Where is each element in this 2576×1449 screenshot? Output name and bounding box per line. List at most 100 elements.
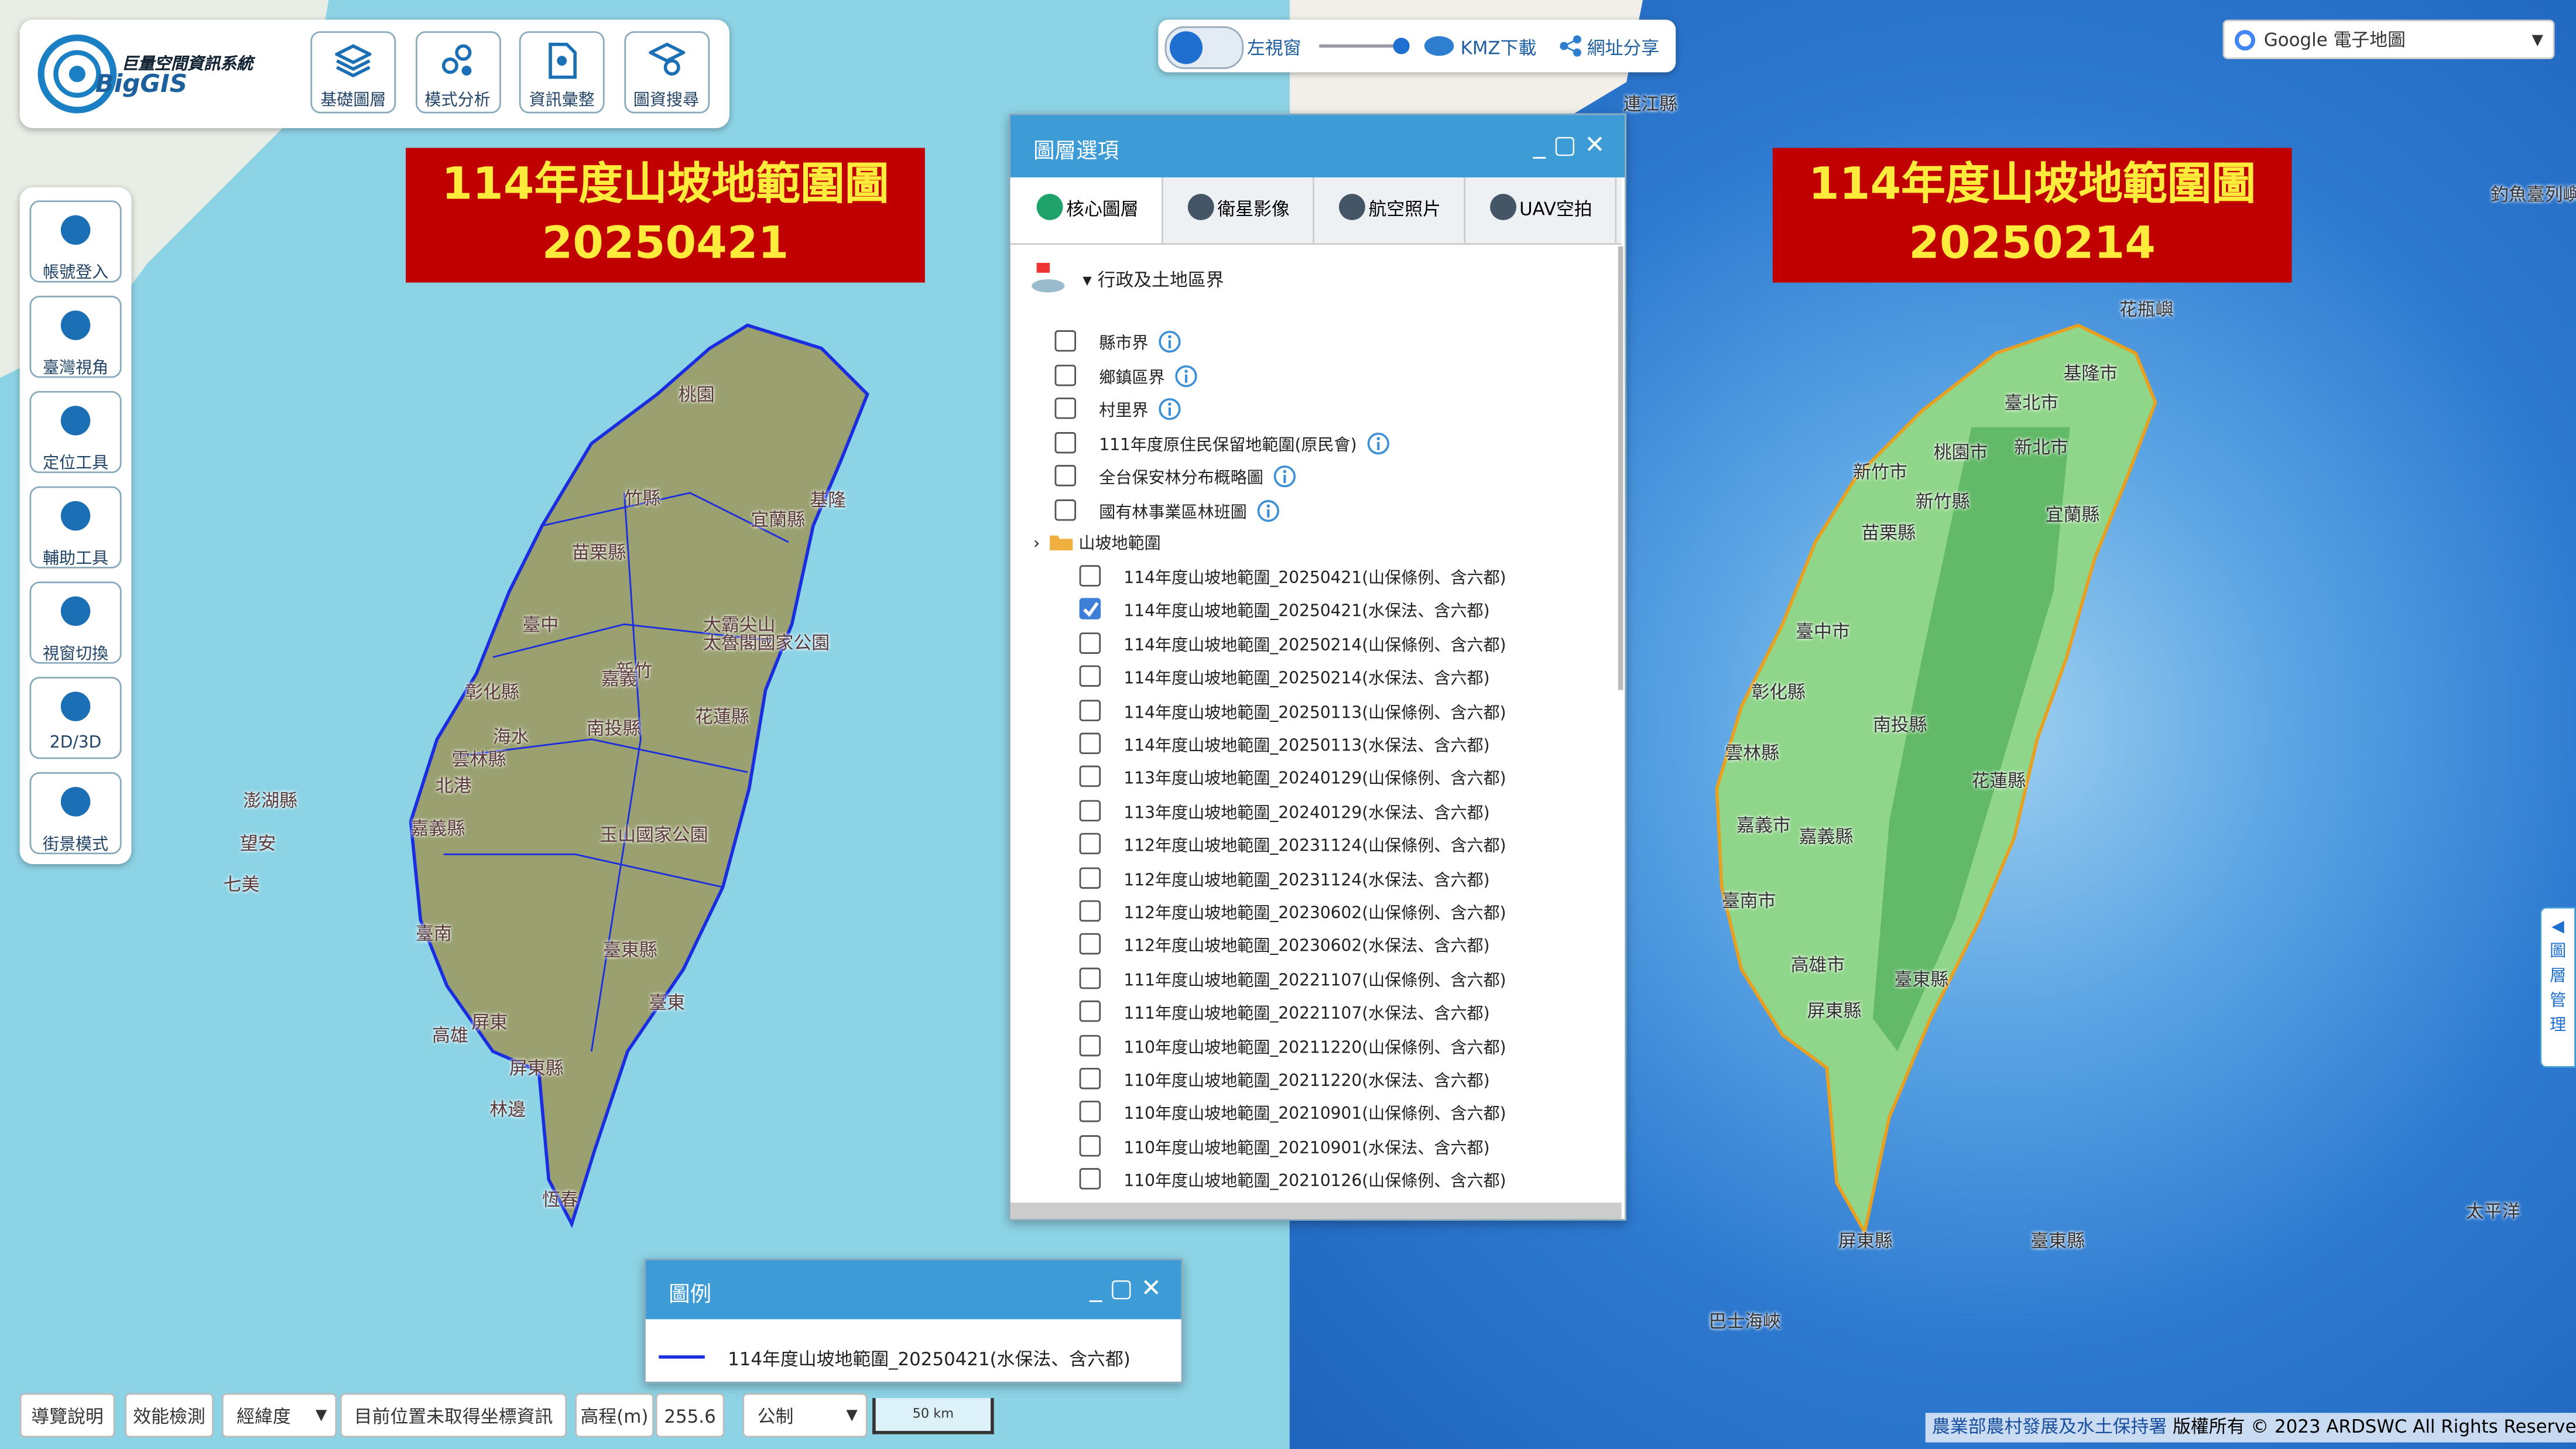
checkbox[interactable] <box>1079 1135 1101 1156</box>
sidebar-label: 臺灣視角 <box>42 359 109 378</box>
group-header[interactable]: ▾ 行政及土地區界 <box>1083 269 1224 291</box>
position-info: 目前位置未取得坐標資訊 <box>340 1393 567 1438</box>
layer-tab[interactable]: 核心圖層 <box>1010 177 1163 244</box>
window-buttons[interactable]: _ ▢ ✕ <box>1533 129 1605 160</box>
map-label: 基隆 <box>810 489 847 511</box>
checkbox[interactable] <box>1054 498 1077 520</box>
sidebar-button[interactable]: 定位工具 <box>29 390 122 474</box>
layer-label: 114年度山坡地範圍_20250421(水保法、含六都) <box>1123 603 1490 622</box>
layer-tab[interactable]: UAV空拍 <box>1464 177 1617 244</box>
layer-tab[interactable]: 航空照片 <box>1313 177 1466 244</box>
checkbox[interactable] <box>1054 364 1077 386</box>
sidebar-button[interactable]: 2D/3D <box>29 677 122 759</box>
layer-item: 114年度山坡地範圍_20250113(水保法、含六都) <box>1123 731 1489 756</box>
sidebar-button[interactable]: 街景模式 <box>29 772 122 855</box>
unit-select[interactable]: 公制 ▼ <box>742 1393 868 1438</box>
checkbox[interactable] <box>1079 866 1101 888</box>
map-label: 彰化縣 <box>1751 681 1806 704</box>
title-line: 20250214 <box>1909 218 2156 270</box>
sidebar-label: 輔助工具 <box>42 550 109 568</box>
checkbox[interactable] <box>1079 800 1101 821</box>
toggle[interactable] <box>1164 26 1244 69</box>
layer-tab-label: 核心圖層 <box>1066 198 1139 221</box>
map-label: 太魯閣國家公園 <box>703 632 830 654</box>
folder-title: 山坡地範圍 <box>1078 535 1161 554</box>
checkbox[interactable] <box>1079 833 1101 855</box>
layer-manage-tab[interactable]: ◀ 圖層管理 <box>2540 906 2576 1068</box>
checkbox[interactable] <box>1079 598 1101 621</box>
perf-button[interactable]: 效能檢測 <box>125 1393 214 1438</box>
map-label: 連江縣 <box>1623 93 1678 115</box>
agency-link[interactable]: 農業部農村發展及水土保持署 <box>1931 1416 2167 1438</box>
checkbox[interactable] <box>1079 1067 1101 1090</box>
map-label: 屏東縣 <box>509 1058 564 1080</box>
coord-label: 經緯度 <box>237 1406 291 1428</box>
checkbox[interactable] <box>1079 1101 1101 1123</box>
toolbar-button[interactable]: 模式分析 <box>415 31 501 114</box>
toolbar-label: 圖資搜尋 <box>633 92 700 111</box>
map-label: 新竹縣 <box>1915 491 1970 513</box>
sidebar-button[interactable]: 臺灣視角 <box>29 296 122 378</box>
guide-button[interactable]: 導覽說明 <box>19 1393 115 1438</box>
legend-swatch <box>659 1355 705 1359</box>
share-button[interactable]: 網址分享 <box>1559 35 1659 61</box>
checkbox[interactable] <box>1079 900 1101 922</box>
checkbox[interactable] <box>1079 933 1101 955</box>
checkbox[interactable] <box>1079 1168 1101 1190</box>
checkbox[interactable] <box>1079 565 1101 587</box>
scrollbar <box>1618 246 1623 690</box>
checkbox[interactable] <box>1079 967 1101 989</box>
toolbar-button[interactable]: 資訊彙整 <box>519 31 605 114</box>
checkbox[interactable] <box>1054 398 1077 419</box>
map-label: 屏東縣 <box>1807 1000 1862 1022</box>
checkbox[interactable] <box>1054 465 1077 487</box>
layer-tab-label: UAV空拍 <box>1519 198 1592 221</box>
map-label: 臺東縣 <box>602 940 657 961</box>
sidebar-button[interactable]: 帳號登入 <box>29 200 122 283</box>
kmz-button[interactable]: KMZ下載 <box>1424 35 1536 61</box>
checkbox[interactable] <box>1079 1001 1101 1022</box>
checkbox[interactable] <box>1054 330 1077 352</box>
checkbox[interactable] <box>1079 732 1101 755</box>
checkbox[interactable] <box>1079 766 1101 788</box>
basemap-select[interactable]: Google 電子地圖 ▼ <box>2222 19 2555 60</box>
layer-label: 110年度山坡地範圍_20210126(山保條例、含六都) <box>1123 1173 1506 1191</box>
sidebar: 帳號登入臺灣視角定位工具輔助工具視窗切換 2D/3D 街景模式 <box>19 187 132 865</box>
checkbox[interactable] <box>1079 699 1101 721</box>
checkbox[interactable] <box>1079 1034 1101 1056</box>
map-label: 桃園市 <box>1933 441 1988 464</box>
sidebar-button[interactable]: 視窗切換 <box>29 581 122 664</box>
sidebar-button[interactable]: 輔助工具 <box>29 486 122 568</box>
slider[interactable] <box>1319 37 1410 54</box>
layer-label: 村里界 <box>1099 402 1149 421</box>
legend-title: 圖例 <box>669 1283 712 1308</box>
window-buttons[interactable]: _ ▢ ✕ <box>1090 1273 1162 1303</box>
checkbox[interactable] <box>1079 666 1101 687</box>
map-label: 屏東 <box>471 1012 508 1034</box>
map-label: 彰化縣 <box>465 681 519 704</box>
boundaries <box>443 492 789 1052</box>
layer-label: 112年度山坡地範圍_20230602(山保條例、含六都) <box>1123 905 1506 924</box>
map-label: 高雄市 <box>1790 954 1845 976</box>
layer-item: 111年度山坡地範圍_20221107(山保條例、含六都) <box>1123 965 1506 991</box>
map-label: 南投縣 <box>1872 714 1927 737</box>
checkbox[interactable] <box>1079 632 1101 654</box>
map-label: 嘉義縣 <box>410 818 465 840</box>
map-label: 林邊 <box>489 1099 526 1121</box>
coord-select[interactable]: 經緯度 ▼ <box>221 1393 337 1438</box>
sidebar-label: 視窗切換 <box>42 645 109 664</box>
folder-header[interactable]: › 山坡地範圍 <box>1033 535 1161 554</box>
map-label: 臺東縣 <box>1894 969 1949 991</box>
sidebar-label: 2D/3D <box>49 734 102 753</box>
copyright: 版權所有 © 2023 ARDSWC All Rights Reserved. <box>2173 1416 2576 1438</box>
map-label: 嘉義 <box>601 669 638 690</box>
scale-bar: 50 km <box>872 1398 994 1434</box>
layer-item: 112年度山坡地範圍_20230602(水保法、含六都) <box>1123 932 1489 957</box>
layer-tab[interactable]: 衛星影像 <box>1162 177 1314 244</box>
toolbar-button[interactable]: 基礎圖層 <box>310 31 396 114</box>
toolbar-button[interactable]: 圖資搜尋 <box>623 31 709 114</box>
checkbox[interactable] <box>1054 431 1077 453</box>
title-line: 20250421 <box>542 218 789 270</box>
layer-tab-label: 航空照片 <box>1368 198 1441 221</box>
